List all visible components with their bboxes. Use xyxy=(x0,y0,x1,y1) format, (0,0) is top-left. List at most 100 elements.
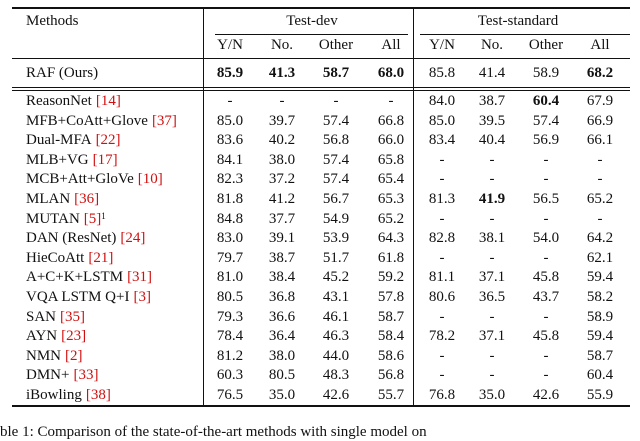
cell: 65.2 xyxy=(377,210,405,227)
cell: 60.4 xyxy=(586,367,614,384)
cell: 40.4 xyxy=(478,132,506,149)
citation: [5] xyxy=(83,210,102,227)
method: SAN xyxy=(26,308,57,325)
cell: - xyxy=(543,151,549,168)
cell: 85.9 xyxy=(216,65,244,81)
cell: 58.9 xyxy=(586,308,614,325)
cell: 61.8 xyxy=(377,249,405,266)
cell: 48.3 xyxy=(322,367,350,384)
cell: - xyxy=(489,308,495,325)
cell: 42.6 xyxy=(532,387,560,403)
method: DAN (ResNet) xyxy=(26,230,117,247)
cell: - xyxy=(439,151,445,168)
cell: 65.4 xyxy=(377,171,405,188)
rule xyxy=(215,34,408,35)
cell: - xyxy=(439,171,445,188)
citation: [3] xyxy=(133,289,151,305)
cell: 83.0 xyxy=(216,230,244,247)
cell: 35.0 xyxy=(478,387,506,403)
cell: 53.9 xyxy=(322,230,350,247)
cell: 82.3 xyxy=(216,171,244,188)
cell: 81.2 xyxy=(216,347,244,364)
cell: 60.3 xyxy=(216,367,244,384)
cell: 37.2 xyxy=(268,171,296,188)
rule xyxy=(203,8,204,405)
column-header: All xyxy=(381,37,401,53)
footnote-mark: 1 xyxy=(101,210,106,221)
citation: [14] xyxy=(95,93,121,109)
cell: 45.8 xyxy=(532,328,560,345)
citation: [37] xyxy=(151,112,177,129)
citation: [22] xyxy=(95,132,121,149)
cell: 41.3 xyxy=(268,65,296,81)
method-name: SAN [35] xyxy=(26,308,85,326)
cell: 36.4 xyxy=(268,328,296,345)
cell: 56.8 xyxy=(377,367,405,384)
cell: 64.3 xyxy=(377,230,405,247)
rule xyxy=(420,34,630,35)
cell: 66.8 xyxy=(377,112,405,129)
citation: [21] xyxy=(88,249,114,266)
cell: 78.2 xyxy=(428,328,456,345)
cell: 81.3 xyxy=(428,191,456,207)
cell: 78.4 xyxy=(216,328,244,345)
citation: [36] xyxy=(74,191,100,207)
method: ReasonNet xyxy=(26,93,92,109)
rule xyxy=(12,7,630,9)
column-header: No. xyxy=(480,37,504,53)
citation: [35] xyxy=(60,308,86,325)
cell: - xyxy=(543,171,549,188)
cell: 58.9 xyxy=(532,65,560,81)
cell: 39.1 xyxy=(268,230,296,247)
cell: - xyxy=(489,367,495,384)
method: MCB+Att+GloVe xyxy=(26,171,134,188)
cell: - xyxy=(333,93,339,109)
cell: 60.4 xyxy=(532,93,560,109)
cell: 68.2 xyxy=(586,65,614,81)
cell: 41.4 xyxy=(478,65,506,81)
cell: 79.7 xyxy=(216,249,244,266)
cell: 57.4 xyxy=(322,171,350,188)
cell: 54.9 xyxy=(322,210,350,227)
rule xyxy=(12,405,630,407)
cell: 85.0 xyxy=(428,112,456,129)
cell: 66.1 xyxy=(586,132,614,149)
cell: 67.9 xyxy=(586,93,614,109)
method: MLB+VG xyxy=(26,151,89,168)
citation: [17] xyxy=(92,151,118,168)
rule xyxy=(12,58,630,59)
cell: 58.7 xyxy=(322,65,350,81)
cell: 37.1 xyxy=(478,269,506,286)
cell: 68.0 xyxy=(377,65,405,81)
cell: 45.8 xyxy=(532,269,560,286)
cell: 58.6 xyxy=(377,347,405,364)
column-header: Y/N xyxy=(429,37,455,53)
cell: 36.6 xyxy=(268,308,296,325)
method: NMN xyxy=(26,347,62,364)
method-name: VQA LSTM Q+I [3] xyxy=(26,288,151,306)
cell: 39.5 xyxy=(478,112,506,129)
method-name: Dual-MFA [22] xyxy=(26,131,121,149)
cell: 58.4 xyxy=(377,328,405,345)
method-name: DAN (ResNet) [24] xyxy=(26,229,145,247)
cell: 83.4 xyxy=(428,132,456,149)
column-header: No. xyxy=(270,37,294,53)
rule xyxy=(413,8,414,405)
cell: 56.5 xyxy=(532,191,560,207)
cell: 58.7 xyxy=(377,308,405,325)
cell: 85.8 xyxy=(428,65,456,81)
method-name: MLAN [36] xyxy=(26,190,99,208)
method-name: HieCoAtt [21] xyxy=(26,249,113,267)
citation: [31] xyxy=(127,269,153,286)
cell: 55.9 xyxy=(586,387,614,403)
citation: [23] xyxy=(61,328,87,345)
citation: [38] xyxy=(85,387,111,403)
cell: 82.8 xyxy=(428,230,456,247)
citation: [33] xyxy=(73,367,99,384)
method-name: MCB+Att+GloVe [10] xyxy=(26,170,163,188)
cell: 45.2 xyxy=(322,269,350,286)
method: A+C+K+LSTM xyxy=(26,269,124,286)
cell: 57.8 xyxy=(377,289,405,305)
cell: 59.2 xyxy=(377,269,405,286)
